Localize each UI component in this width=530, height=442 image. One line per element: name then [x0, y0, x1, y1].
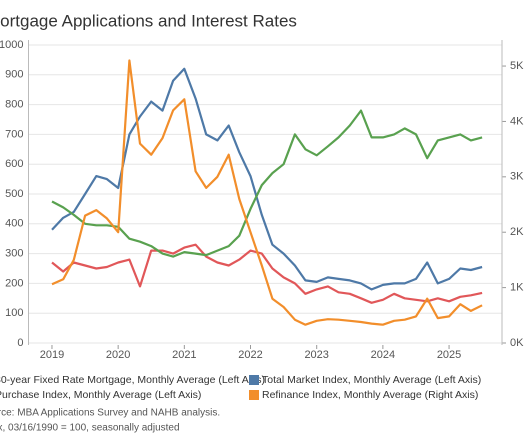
series-line: [51, 59, 483, 326]
y-tick-label: 500: [5, 188, 23, 200]
legend-label: 30-year Fixed Rate Mortgage, Monthly Ave…: [0, 374, 265, 386]
x-tick-label: 2020: [106, 349, 130, 361]
chart-title: Mortgage Applications and Interest Rates: [0, 11, 297, 30]
y-tick-label: 300: [5, 248, 23, 260]
x-tick-label: 2019: [40, 349, 64, 361]
y-tick-label: 0: [17, 337, 23, 349]
y-tick-label: 900: [5, 69, 23, 81]
x-tick-label: 2024: [371, 349, 395, 361]
series-line: [51, 109, 483, 258]
y2-tick-label: 5K: [510, 60, 524, 72]
y-tick-label: 600: [5, 158, 23, 170]
y-tick-label: 100: [5, 307, 23, 319]
y2-tick-label: 0K: [510, 337, 524, 349]
legend-label: Total Market Index, Monthly Average (Lef…: [262, 374, 481, 386]
x-tick-label: 2025: [437, 349, 461, 361]
legend-swatch: [249, 375, 259, 385]
y-tick-label: 800: [5, 99, 23, 111]
y-tick-label: 200: [5, 277, 23, 289]
x-tick-label: 2021: [172, 349, 196, 361]
source: Source: MBA Applications Survey and NAHB…: [0, 408, 220, 419]
y2-tick-label: 2K: [510, 226, 524, 238]
y2-tick-label: 4K: [510, 115, 524, 127]
y2-tick-label: 3K: [510, 171, 524, 183]
note: Index, 03/16/1990 = 100, seasonally adju…: [0, 423, 180, 434]
y-tick-label: 1000: [0, 39, 24, 51]
x-tick-label: 2023: [304, 349, 328, 361]
y-tick-label: 700: [5, 128, 23, 140]
series-line: [51, 243, 483, 304]
y-tick-label: 400: [5, 218, 23, 230]
legend-label: Purchase Index, Monthly Average (Left Ax…: [0, 389, 201, 401]
y2-tick-label: 1K: [510, 282, 524, 294]
legend-label: Refinance Index, Monthly Average (Right …: [262, 389, 478, 401]
legend-swatch: [249, 390, 259, 400]
x-tick-label: 2022: [238, 349, 262, 361]
